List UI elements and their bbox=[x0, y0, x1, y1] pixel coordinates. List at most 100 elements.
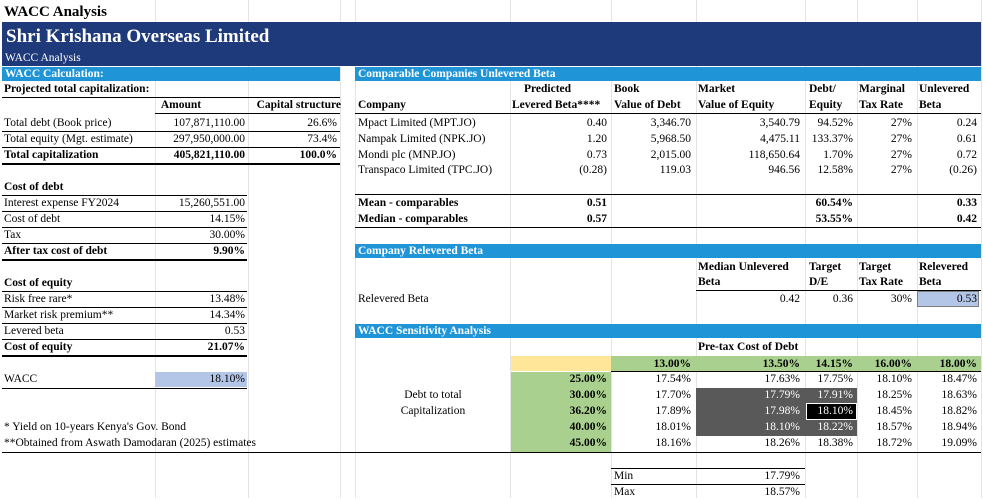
mean-de[interactable]: 60.54% bbox=[815, 197, 853, 209]
sensitivity-cell-selected[interactable]: 18.10% bbox=[817, 405, 853, 417]
sensitivity-cell[interactable]: 17.63% bbox=[764, 373, 800, 385]
coe-row-value[interactable]: 21.07% bbox=[207, 341, 245, 353]
cap-row-label: Total capitalization bbox=[4, 149, 99, 161]
comp-book[interactable]: 2,015.00 bbox=[650, 149, 691, 161]
cap-row-pct[interactable]: 100.0% bbox=[299, 149, 337, 161]
sensitivity-cell[interactable]: 17.75% bbox=[817, 373, 853, 385]
col-header-beta-bottom: Levered Beta**** bbox=[512, 99, 601, 111]
sensitivity-cell[interactable]: 18.57% bbox=[876, 421, 912, 433]
cod-row-label: Tax bbox=[4, 229, 22, 241]
cod-row-value[interactable]: 9.90% bbox=[213, 245, 245, 257]
sensitivity-cell[interactable]: 18.22% bbox=[817, 421, 853, 433]
relevered-median[interactable]: 0.42 bbox=[779, 293, 800, 305]
section-header-sensitivity: WACC Sensitivity Analysis bbox=[355, 324, 981, 338]
min-value[interactable]: 17.79% bbox=[764, 470, 800, 482]
sensitivity-cell[interactable]: 18.47% bbox=[941, 373, 977, 385]
footnote-damodaran: **Obtained from Aswath Damodaran (2025) … bbox=[4, 437, 256, 449]
col-header-market-bottom: Value of Equity bbox=[698, 99, 775, 111]
gridline bbox=[248, 0, 249, 498]
cod-row-value[interactable]: 15,260,551.00 bbox=[178, 197, 245, 209]
sensitivity-cell[interactable]: 18.10% bbox=[876, 373, 912, 385]
sensitivity-col-title: Pre-tax Cost of Debt bbox=[698, 341, 799, 353]
sensitivity-cell[interactable]: 18.38% bbox=[817, 437, 853, 449]
col-header-beta-top: Predicted bbox=[523, 83, 572, 95]
comp-book[interactable]: 3,346.70 bbox=[650, 117, 691, 129]
sensitivity-cell[interactable]: 18.72% bbox=[876, 437, 912, 449]
coe-row-label: Levered beta bbox=[4, 325, 64, 337]
mean-label: Mean - comparables bbox=[358, 197, 459, 209]
cap-row-label: Total debt (Book price) bbox=[4, 117, 112, 129]
cod-row-label: Interest expense FY2024 bbox=[4, 197, 119, 209]
sensitivity-cell[interactable]: 17.70% bbox=[655, 389, 691, 401]
sensitivity-cell[interactable]: 17.54% bbox=[655, 373, 691, 385]
comp-market[interactable]: 946.56 bbox=[768, 164, 800, 176]
comp-de[interactable]: 133.37% bbox=[811, 133, 853, 145]
relevered-tax[interactable]: 30% bbox=[890, 293, 912, 305]
comp-market[interactable]: 118,650.64 bbox=[748, 149, 800, 161]
sensitivity-cell[interactable]: 18.01% bbox=[655, 421, 691, 433]
comp-de[interactable]: 1.70% bbox=[823, 149, 853, 161]
sensitivity-cell[interactable]: 18.45% bbox=[876, 405, 912, 417]
mean-beta[interactable]: 0.51 bbox=[586, 197, 607, 209]
cap-row-amount[interactable]: 107,871,110.00 bbox=[173, 117, 245, 129]
coe-row-value[interactable]: 14.34% bbox=[209, 309, 245, 321]
median-unlevered[interactable]: 0.42 bbox=[956, 213, 977, 225]
sensitivity-cell[interactable]: 17.98% bbox=[764, 405, 800, 417]
cod-row-value[interactable]: 14.15% bbox=[209, 213, 245, 225]
mean-unlevered[interactable]: 0.33 bbox=[956, 197, 977, 209]
cap-row-pct[interactable]: 26.6% bbox=[307, 117, 337, 129]
sensitivity-cell[interactable]: 18.26% bbox=[764, 437, 800, 449]
company-banner bbox=[2, 22, 981, 66]
comp-tax[interactable]: 27% bbox=[890, 117, 912, 129]
sensitivity-cell[interactable]: 18.82% bbox=[941, 405, 977, 417]
relevered-beta-value[interactable]: 0.53 bbox=[956, 293, 977, 305]
median-beta[interactable]: 0.57 bbox=[586, 213, 607, 225]
comp-beta[interactable]: (0.28) bbox=[579, 164, 607, 176]
wacc-value[interactable]: 18.10% bbox=[209, 373, 245, 385]
col-header-target-tax-bottom: Tax Rate bbox=[859, 276, 903, 288]
sensitivity-cell[interactable]: 19.09% bbox=[941, 437, 977, 449]
cap-row-pct[interactable]: 73.4% bbox=[307, 133, 337, 145]
comp-book[interactable]: 5,968.50 bbox=[650, 133, 691, 145]
comp-unlevered[interactable]: 0.72 bbox=[956, 149, 977, 161]
col-header-market-top: Market bbox=[698, 83, 736, 95]
median-label: Median - comparables bbox=[358, 213, 468, 225]
relevered-beta-cell bbox=[917, 291, 979, 307]
relevered-beta-label: Relevered Beta bbox=[358, 293, 429, 305]
median-de[interactable]: 53.55% bbox=[815, 213, 853, 225]
sensitivity-cell[interactable]: 18.16% bbox=[655, 437, 691, 449]
relevered-target-de[interactable]: 0.36 bbox=[832, 293, 853, 305]
comp-tax[interactable]: 27% bbox=[890, 133, 912, 145]
cod-row-value[interactable]: 30.00% bbox=[209, 229, 245, 241]
sensitivity-cell[interactable]: 18.94% bbox=[941, 421, 977, 433]
sensitivity-cell[interactable]: 17.79% bbox=[764, 389, 800, 401]
comp-unlevered[interactable]: (0.26) bbox=[949, 164, 977, 176]
cap-row-amount[interactable]: 405,821,110.00 bbox=[173, 149, 245, 161]
comp-unlevered[interactable]: 0.61 bbox=[956, 133, 977, 145]
comp-book[interactable]: 119.03 bbox=[659, 164, 691, 176]
gridline bbox=[340, 0, 341, 498]
sensitivity-cell[interactable]: 17.89% bbox=[655, 405, 691, 417]
comp-de[interactable]: 12.58% bbox=[817, 164, 853, 176]
sensitivity-cell[interactable]: 17.91% bbox=[817, 389, 853, 401]
col-header-capital-structure: Capital structure bbox=[256, 99, 341, 111]
col-header-company: Company bbox=[358, 99, 406, 111]
sensitivity-cell[interactable]: 18.63% bbox=[941, 389, 977, 401]
sensitivity-row-header: 40.00% bbox=[569, 421, 607, 433]
sensitivity-cell[interactable]: 18.10% bbox=[764, 421, 800, 433]
comp-beta[interactable]: 0.40 bbox=[586, 117, 607, 129]
comp-beta[interactable]: 0.73 bbox=[586, 149, 607, 161]
comp-market[interactable]: 4,475.11 bbox=[760, 133, 800, 145]
comp-unlevered[interactable]: 0.24 bbox=[956, 117, 977, 129]
comp-de[interactable]: 94.52% bbox=[817, 117, 853, 129]
coe-row-value[interactable]: 0.53 bbox=[224, 325, 245, 337]
sensitivity-cell[interactable]: 18.25% bbox=[876, 389, 912, 401]
comp-market[interactable]: 3,540.79 bbox=[759, 117, 800, 129]
comp-beta[interactable]: 1.20 bbox=[586, 133, 607, 145]
coe-row-value[interactable]: 13.48% bbox=[209, 293, 245, 305]
max-value[interactable]: 18.57% bbox=[764, 486, 800, 498]
comp-tax[interactable]: 27% bbox=[890, 164, 912, 176]
cap-row-amount[interactable]: 297,950,000.00 bbox=[173, 133, 245, 145]
col-header-target-de-bottom: D/E bbox=[809, 276, 829, 288]
comp-tax[interactable]: 27% bbox=[890, 149, 912, 161]
